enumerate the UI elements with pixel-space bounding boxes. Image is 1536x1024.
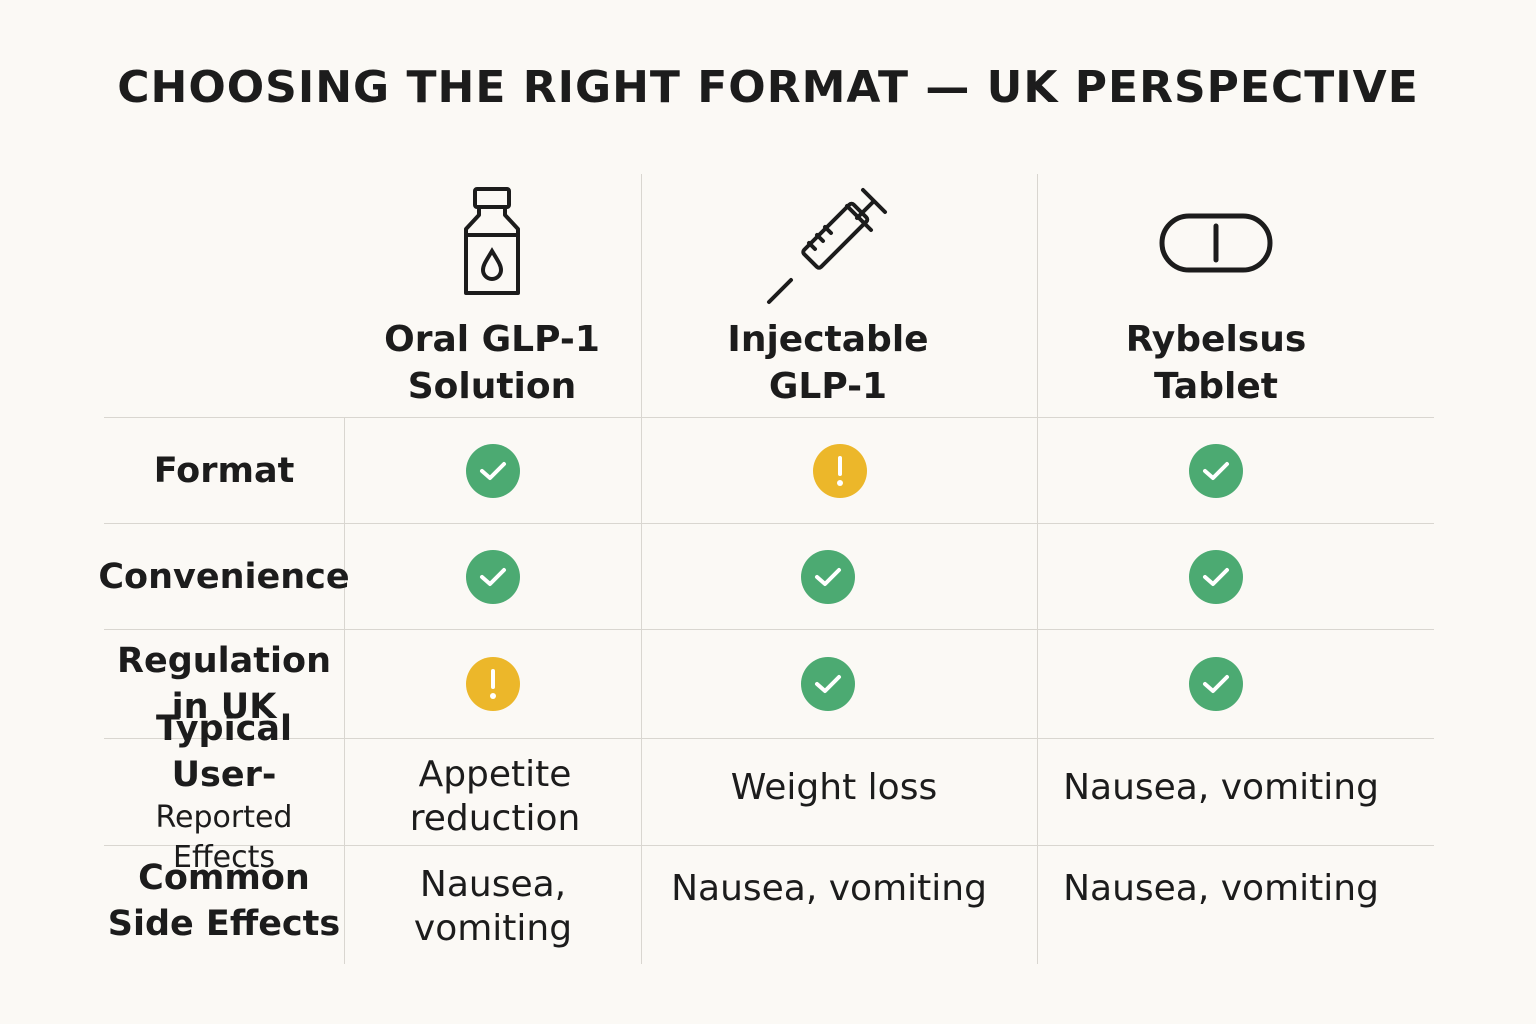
column-label: Rybelsus Tablet — [1125, 319, 1307, 407]
row-label-text: Format — [153, 450, 295, 491]
column-label: Injectable GLP-1 — [727, 319, 929, 407]
text-cell: Nausea, vomiting — [413, 864, 573, 949]
column-label: Oral GLP-1 Solution — [384, 319, 600, 407]
status-cell — [345, 524, 641, 629]
text-cell: Nausea, vomiting — [1063, 767, 1379, 808]
check-icon — [1189, 549, 1243, 604]
row-divider — [104, 523, 1434, 524]
row-label-text: Convenience — [98, 556, 350, 597]
warning-icon — [466, 657, 520, 711]
status-cell — [345, 630, 641, 738]
row-label-side-effects: Common Side Effects — [104, 846, 344, 956]
column-divider — [1037, 174, 1038, 964]
row-divider — [104, 845, 1434, 846]
status-cell — [1038, 524, 1394, 629]
status-cell — [1038, 418, 1394, 523]
text-cell: Nausea, vomiting — [671, 868, 987, 909]
column-header-oral-solution: Oral GLP-1 Solution — [342, 178, 642, 410]
status-cell — [642, 418, 1037, 523]
column-divider — [641, 174, 642, 964]
text-cell: Weight loss — [730, 767, 938, 808]
row-divider — [104, 629, 1434, 630]
column-header-rybelsus-tablet: Rybelsus Tablet — [1066, 178, 1366, 410]
warning-icon — [812, 443, 867, 498]
row-label-divider — [344, 418, 345, 964]
syringe-icon — [678, 178, 978, 308]
row-label-text: Common Side Effects — [107, 858, 341, 944]
row-label-format: Format — [104, 418, 344, 523]
tablet-icon — [1066, 178, 1366, 308]
text-cell: Nausea, vomiting — [1063, 868, 1379, 909]
row-divider — [104, 417, 1434, 418]
row-divider — [104, 738, 1434, 739]
check-icon — [466, 443, 520, 498]
text-cell: Appetite reduction — [409, 754, 581, 839]
check-icon — [801, 549, 855, 604]
check-icon — [1189, 657, 1243, 711]
bottle-drop-icon — [342, 178, 642, 308]
row-label-text: Typical User- — [156, 709, 292, 795]
column-header-injectable: Injectable GLP-1 — [678, 178, 978, 410]
row-label-typical-effects: Typical User- Reported Effects — [104, 709, 344, 875]
row-label-regulation: Regulation in UK — [104, 630, 344, 738]
check-icon — [801, 657, 855, 711]
row-label-subtext: Reported Effects — [155, 800, 293, 875]
status-cell — [642, 630, 1014, 738]
check-icon — [466, 549, 520, 604]
check-icon — [1189, 443, 1243, 498]
page-title: CHOOSING THE RIGHT FORMAT — UK PERSPECTI… — [117, 62, 1419, 113]
status-cell — [642, 524, 1014, 629]
row-label-convenience: Convenience — [98, 524, 349, 629]
status-cell — [345, 418, 641, 523]
status-cell — [1038, 630, 1394, 738]
row-label-text: Regulation in UK — [117, 641, 331, 727]
